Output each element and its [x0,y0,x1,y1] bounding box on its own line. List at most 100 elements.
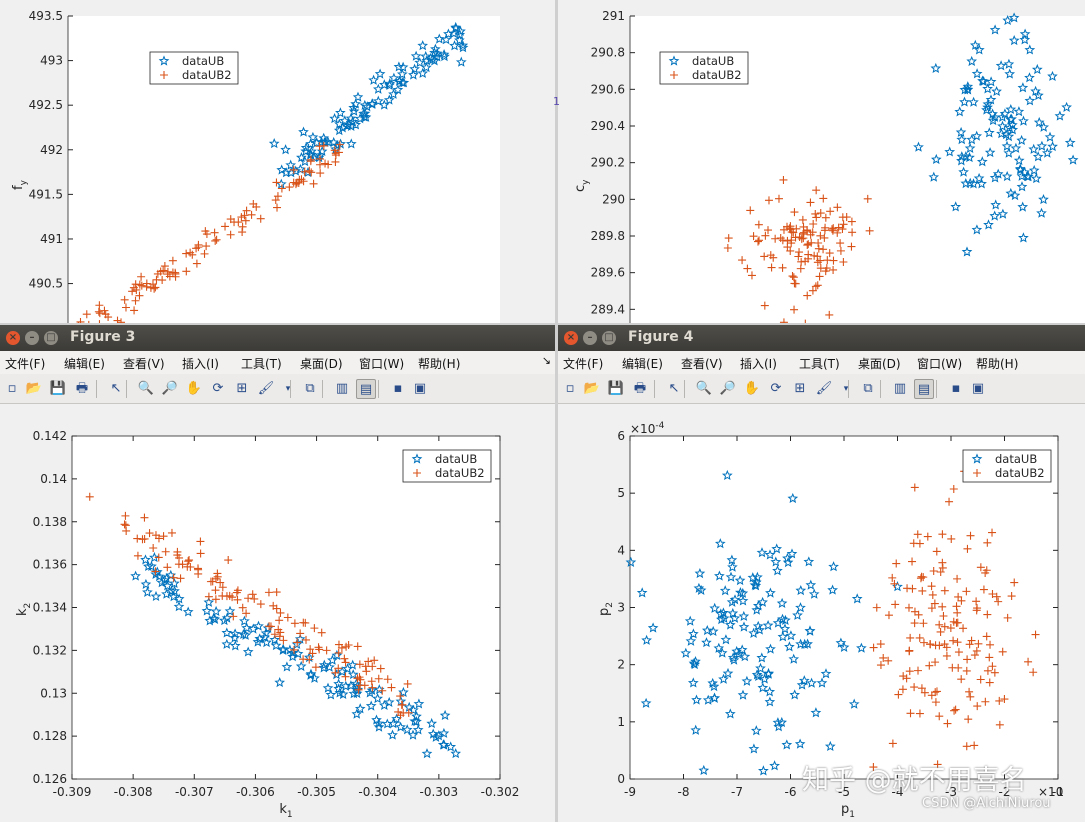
point-dataUB [982,83,993,94]
open-file-icon[interactable]: 📂 [25,381,43,396]
scatter-plot-k[interactable]: 0.126 0.128 0.13 0.132 0.134 0.136 0.138 0.14 0.… [0,404,555,822]
print-icon[interactable]: 🖶 [633,381,647,396]
menu-desktop[interactable]: 桌面(D) [858,357,901,371]
hide-plot-tools-icon[interactable]: ▪ [393,381,403,396]
zoom-out-icon[interactable]: 🔎 [161,381,179,396]
save-icon[interactable]: 💾 [607,381,625,396]
menu-file[interactable]: 文件(F) [5,357,46,371]
maximize-icon[interactable]: □ [602,331,616,345]
point-dataUB2 [839,220,848,229]
legend-icon[interactable]: ▤ [914,379,934,399]
brush-icon[interactable]: 🖌 [257,381,275,396]
brush-dropdown-icon[interactable]: ▾ [843,384,849,394]
pan-icon[interactable]: ✋ [185,381,203,396]
pan-icon[interactable]: ✋ [743,381,761,396]
menu-help[interactable]: 帮助(H) [976,357,1019,371]
figure-4-titlebar[interactable]: × – □ Figure 4 [558,325,1085,351]
menu-view[interactable]: 查看(V) [123,357,165,371]
new-figure-icon[interactable]: ▫ [7,381,17,396]
point-dataUB2 [233,595,242,604]
point-dataUB [964,151,975,163]
zoom-out-icon[interactable]: 🔎 [719,381,737,396]
new-figure-icon[interactable]: ▫ [565,381,575,396]
legend-icon[interactable]: ▤ [356,379,376,399]
show-plot-tools-icon[interactable]: ▣ [413,381,427,396]
maximize-icon[interactable]: □ [44,331,58,345]
menu-view[interactable]: 查看(V) [681,357,723,371]
point-dataUB2 [149,544,158,553]
menu-tools[interactable]: 工具(T) [799,357,840,371]
point-dataUB2 [121,511,130,520]
point-dataUB [750,725,762,736]
point-dataUB2 [169,573,178,582]
print-icon[interactable]: 🖶 [75,381,89,396]
point-dataUB2 [226,215,235,224]
brush-dropdown-icon[interactable]: ▾ [285,384,291,394]
point-dataUB [449,40,460,51]
rotate-3d-icon[interactable]: ⟳ [212,381,224,396]
point-dataUB [140,578,152,589]
point-dataUB [373,721,385,732]
point-dataUB [457,40,469,51]
x-tick-label: -8 [678,785,690,799]
save-icon[interactable]: 💾 [49,381,67,396]
scatter-plot-cy[interactable]: 289.2289.4289.6289.8290290.2290.4290.629… [558,0,1085,323]
brush-icon[interactable]: 🖌 [815,381,833,396]
close-icon[interactable]: × [564,331,578,345]
colorbar-icon[interactable]: ▥ [335,381,349,396]
point-dataUB2 [949,485,958,494]
show-plot-tools-icon[interactable]: ▣ [971,381,985,396]
point-dataUB [753,671,764,682]
data-cursor-icon[interactable]: ⊞ [794,381,806,396]
y-tick-label: 1 [617,715,625,729]
figure-3-titlebar[interactable]: × – □ Figure 3 [0,325,555,351]
minimize-icon[interactable]: – [25,331,39,345]
pointer-icon[interactable]: ↖ [110,381,122,396]
zoom-in-icon[interactable]: 🔍 [695,381,713,396]
point-dataUB [625,556,637,567]
point-dataUB2 [983,610,992,619]
menu-file[interactable]: 文件(F) [563,357,604,371]
pointer-icon[interactable]: ↖ [668,381,680,396]
point-dataUB [364,687,376,698]
minimize-icon[interactable]: – [583,331,597,345]
point-dataUB [348,105,360,116]
menu-desktop[interactable]: 桌面(D) [300,357,343,371]
rotate-3d-icon[interactable]: ⟳ [770,381,782,396]
y-tick-label: 0 [617,772,625,786]
point-dataUB [298,126,309,137]
menu-insert[interactable]: 插入(I) [740,357,777,371]
point-dataUB2 [229,612,238,621]
menu-insert[interactable]: 插入(I) [182,357,219,371]
point-dataUB [140,554,151,565]
zoom-in-icon[interactable]: 🔍 [137,381,155,396]
menu-edit[interactable]: 编辑(E) [622,357,663,371]
hide-plot-tools-icon[interactable]: ▪ [951,381,961,396]
link-plot-icon[interactable]: ⧉ [863,381,873,396]
point-dataUB [347,669,359,680]
link-plot-icon[interactable]: ⧉ [305,381,315,396]
point-dataUB2 [890,579,899,588]
point-dataUB2 [836,239,845,248]
menu-edit[interactable]: 编辑(E) [64,357,105,371]
y-tick-label: 493 [40,54,63,68]
point-dataUB2 [825,249,834,258]
y-axis-label: fy [11,179,29,190]
colorbar-icon[interactable]: ▥ [893,381,907,396]
scatter-plot-fy[interactable]: 490 490.5 491 491.5 492 492.5 493 493.5 dataUBda… [0,0,555,323]
menu-window[interactable]: 窗口(W) [917,357,963,371]
data-cursor-icon[interactable]: ⊞ [236,381,248,396]
point-dataUB2 [1000,695,1009,704]
close-icon[interactable]: × [6,331,20,345]
menu-tools[interactable]: 工具(T) [241,357,282,371]
menu-window[interactable]: 窗口(W) [359,357,405,371]
dock-arrow-icon[interactable]: ↘ [541,354,551,367]
menu-help[interactable]: 帮助(H) [418,357,461,371]
point-dataUB [242,646,254,657]
toolbar-separator [684,380,685,398]
open-file-icon[interactable]: 📂 [583,381,601,396]
point-dataUB [685,635,697,646]
point-dataUB2 [364,657,373,666]
point-dataUB2 [953,608,962,617]
